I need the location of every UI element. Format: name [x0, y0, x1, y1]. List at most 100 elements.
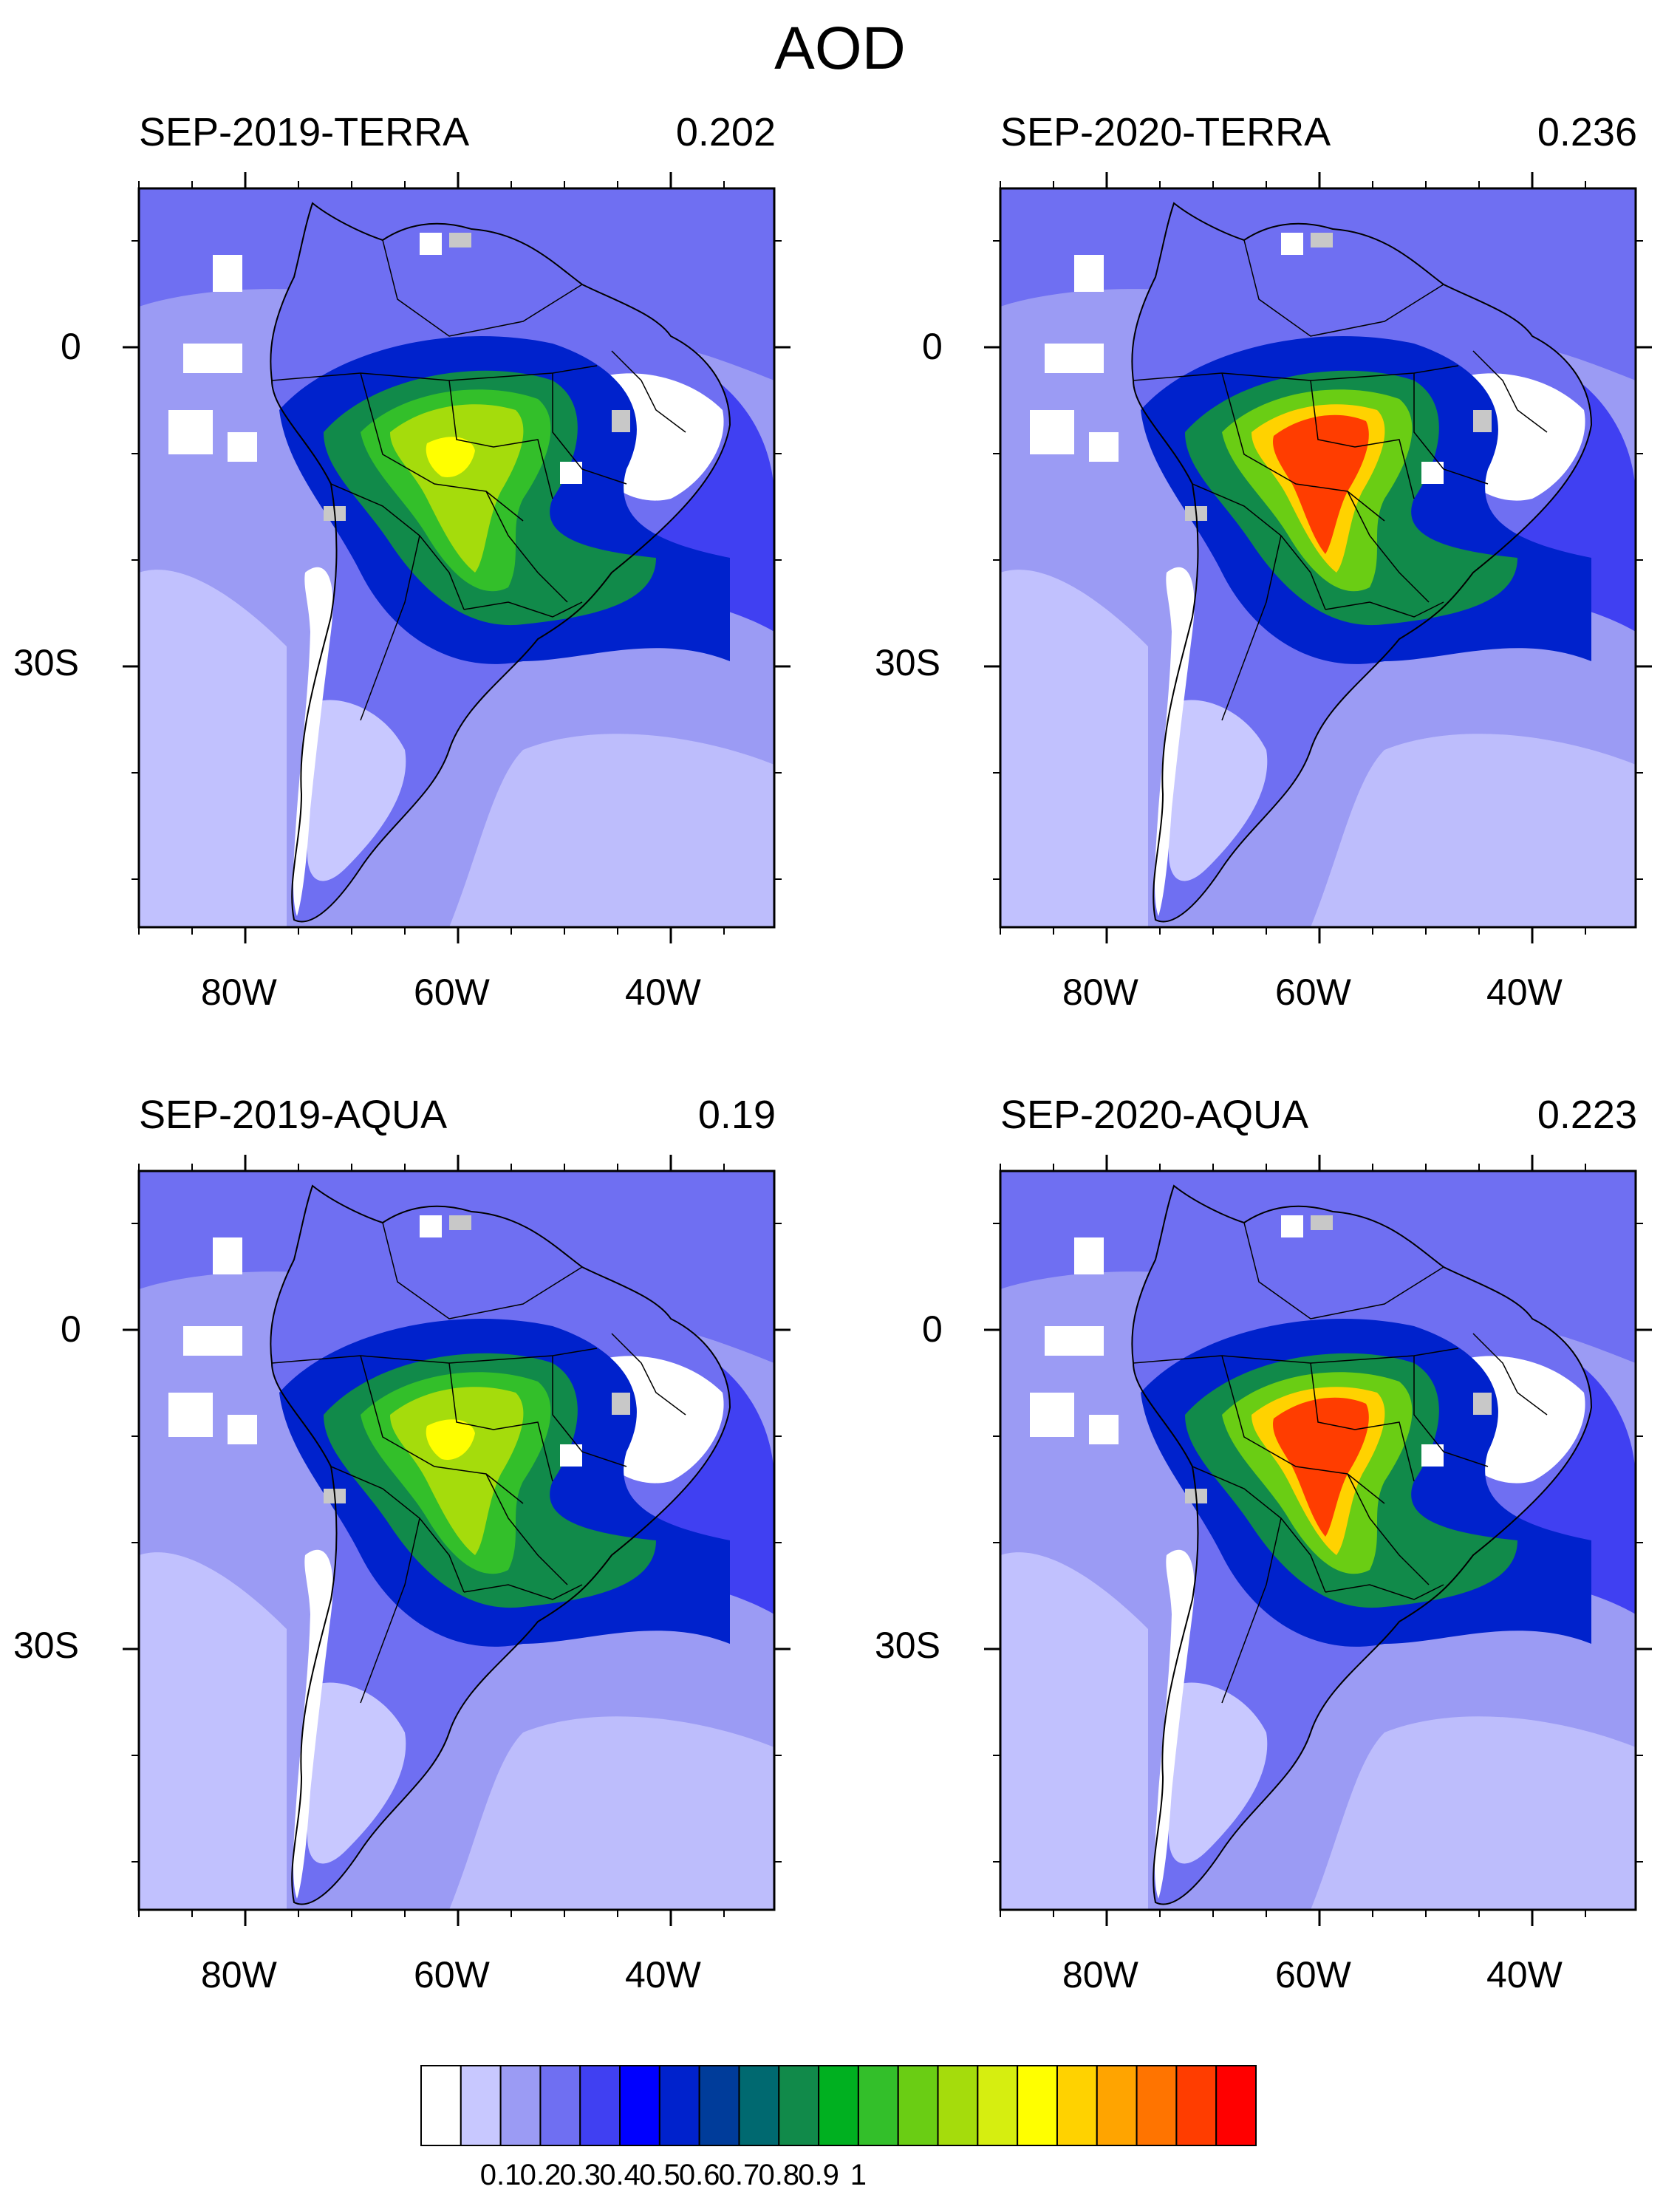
lon-tick-40w: 40W [1486, 972, 1563, 1013]
colorbar-cell [499, 2065, 542, 2146]
map-panel-sep-2019-aqua: SEP-2019-AQUA 0.19 0 30S 80W 60W 40W [0, 983, 857, 1995]
panel-title: SEP-2020-AQUA [1000, 1093, 1309, 1137]
panel-title: SEP-2019-TERRA [139, 110, 470, 154]
lon-tick-40w: 40W [1486, 1954, 1563, 1995]
colorbar-cell [738, 2065, 780, 2146]
plume-red-core [1273, 1397, 1369, 1537]
plume-red-core [1273, 414, 1369, 554]
colorbar-cell [579, 2065, 621, 2146]
colorbar-label: 0.3 [559, 2159, 601, 2191]
lat-tick-30s: 30S [13, 1625, 79, 1666]
colorbar-cell [1215, 2065, 1257, 2146]
colorbar-cell [1175, 2065, 1218, 2146]
south-atlantic-light-patch [1311, 734, 1636, 927]
south-atlantic-light-patch [1311, 1716, 1636, 1910]
missing-data-patch [1030, 1393, 1074, 1437]
missing-data-patch [1421, 1444, 1444, 1467]
country-border [463, 1584, 583, 1600]
colorbar-cell [619, 2065, 660, 2146]
low-aod-andes [1154, 567, 1195, 916]
colorbar-cell [420, 2065, 462, 2146]
panel-title: SEP-2020-TERRA [1000, 110, 1331, 154]
south-atlantic-light-patch [449, 734, 774, 927]
panel-mean-value: 0.223 [1537, 1093, 1637, 1137]
country-border [552, 373, 627, 485]
missing-data-patch [183, 344, 242, 373]
colorbar-label: 0.2 [519, 2159, 561, 2191]
lon-tick-80w: 80W [1062, 972, 1138, 1013]
figure-title: AOD [774, 15, 906, 82]
map-panel-sep-2020-aqua: SEP-2020-AQUA 0.223 0 30S 80W 60W 40W [861, 983, 1680, 1995]
missing-data-patch-grey [1473, 1393, 1492, 1415]
colorbar-cell [977, 2065, 1019, 2146]
country-border [485, 1473, 568, 1585]
country-border [360, 1355, 524, 1504]
colorbar-cell [937, 2065, 979, 2146]
aod-map [123, 172, 791, 943]
missing-data-patch [1281, 1215, 1303, 1237]
lon-tick-60w: 60W [1275, 1954, 1351, 1995]
missing-data-patch-grey [1311, 233, 1333, 247]
low-aod-andes [293, 567, 333, 916]
missing-data-patch [1281, 233, 1303, 255]
missing-data-patch [168, 410, 213, 454]
missing-data-patch [1089, 1415, 1119, 1444]
country-border [1347, 491, 1430, 603]
lon-tick-60w: 60W [414, 1954, 490, 1995]
lat-tick-0: 0 [922, 1308, 943, 1350]
lat-tick-0: 0 [61, 1308, 81, 1350]
aod-map [984, 1155, 1652, 1926]
map-frame [1000, 188, 1636, 927]
lon-tick-60w: 60W [414, 972, 490, 1013]
panel-mean-value: 0.236 [1537, 110, 1637, 154]
country-border [448, 1362, 553, 1482]
country-border [1243, 239, 1444, 337]
panel-mean-value: 0.202 [675, 110, 776, 154]
plume-peak [426, 437, 475, 477]
map-border [137, 187, 776, 929]
missing-data-patch [560, 1444, 582, 1467]
colorbar-label: 1 [850, 2159, 867, 2191]
colorbar-label: 0.1 [479, 2159, 522, 2191]
panel-title: SEP-2019-AQUA [139, 1093, 448, 1137]
map-frame [139, 1171, 774, 1910]
missing-data-patch [213, 1237, 242, 1274]
low-aod-patagonia [306, 700, 406, 881]
missing-data-patch [1089, 432, 1119, 462]
lat-tick-0: 0 [922, 326, 943, 367]
colorbar-cell [897, 2065, 939, 2146]
missing-data-patch [420, 233, 442, 255]
lat-tick-30s: 30S [875, 642, 940, 683]
missing-data-patch-grey [612, 410, 630, 432]
missing-data-patch-grey [1473, 410, 1492, 432]
colorbar-label: 0.4 [599, 2159, 641, 2191]
missing-data-patch [1045, 344, 1104, 373]
country-border [1325, 1584, 1444, 1600]
colorbar-label: 0.6 [678, 2159, 720, 2191]
lon-tick-80w: 80W [201, 972, 277, 1013]
plume-peak [426, 1419, 475, 1460]
colorbar-cell [778, 2065, 820, 2146]
country-border [382, 239, 583, 337]
aod-map [123, 1155, 791, 1926]
low-aod-andes [1154, 1549, 1195, 1899]
lon-tick-40w: 40W [625, 1954, 701, 1995]
colorbar-cell [1056, 2065, 1098, 2146]
colorbar-cell [698, 2065, 740, 2146]
country-border [1221, 372, 1385, 522]
country-border [1221, 535, 1282, 721]
colorbar-cell [539, 2065, 581, 2146]
country-border [1221, 1355, 1385, 1504]
lat-tick-0: 0 [61, 326, 81, 367]
colorbar-cell [857, 2065, 899, 2146]
coastline [1131, 1184, 1593, 1905]
country-border [382, 1222, 583, 1319]
map-border [999, 187, 1637, 929]
colorbar-cell [658, 2065, 700, 2146]
missing-data-patch [168, 1393, 213, 1437]
missing-data-patch-grey [612, 1393, 630, 1415]
lon-tick-60w: 60W [1275, 972, 1351, 1013]
pacific-light-patch [139, 570, 287, 927]
low-aod-andes [293, 1549, 333, 1899]
country-border [552, 1356, 627, 1467]
